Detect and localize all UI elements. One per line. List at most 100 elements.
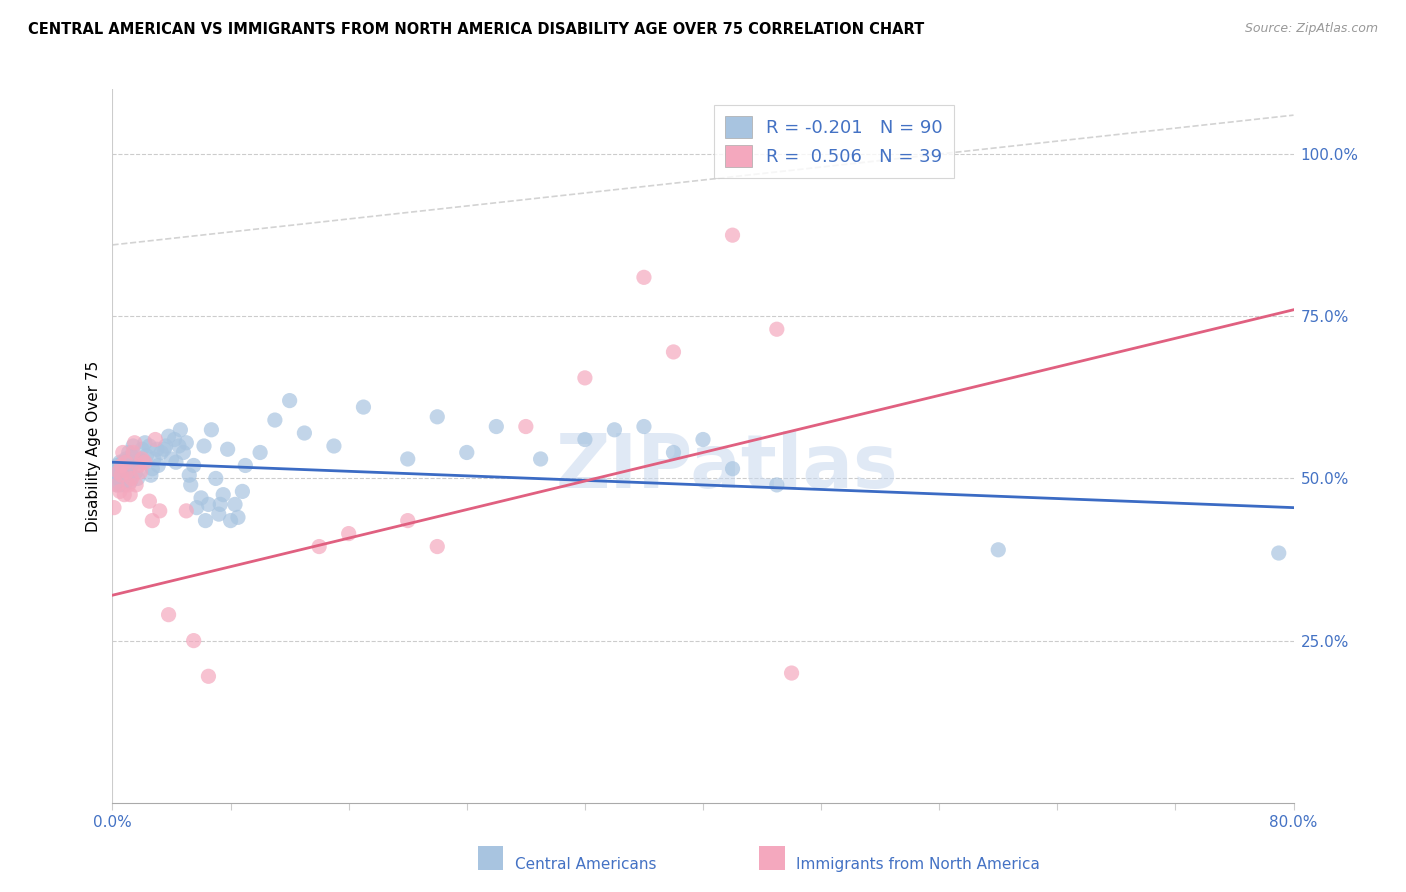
Point [160,452,183,467]
Point [114,455,136,469]
Point [337,526,360,541]
Point [172,445,194,459]
Point [766,478,789,492]
Point [110,458,132,473]
Point [134,435,156,450]
Point [111,455,134,469]
Point [157,607,180,622]
Point [146,442,169,457]
Point [121,471,143,485]
Point [231,484,253,499]
Point [249,445,271,459]
Point [141,461,163,475]
Point [426,409,449,424]
Point [124,455,146,469]
Point [149,504,172,518]
Point [208,507,231,521]
Point [112,488,135,502]
Point [110,471,132,485]
Point [111,475,134,489]
Point [186,500,208,515]
Point [662,445,685,459]
Point [574,433,596,447]
Point [323,439,346,453]
Text: Central Americans: Central Americans [515,856,657,871]
Point [233,458,256,473]
Point [150,445,173,459]
Point [138,439,160,453]
Point [110,475,132,489]
Point [163,433,186,447]
Point [110,465,132,479]
Point [169,423,191,437]
Point [117,468,138,483]
Point [197,669,219,683]
Point [780,666,803,681]
Point [107,471,129,485]
Point [157,429,180,443]
Legend: R = -0.201   N = 90, R =  0.506   N = 39: R = -0.201 N = 90, R = 0.506 N = 39 [714,105,953,178]
Point [766,322,789,336]
Point [574,371,596,385]
Point [103,500,125,515]
Point [167,439,190,453]
Point [108,471,131,485]
Point [138,494,160,508]
Point [662,345,685,359]
Point [117,465,138,479]
Point [692,433,714,447]
Point [120,488,142,502]
Point [224,497,246,511]
Point [264,413,287,427]
Point [112,461,135,475]
Point [143,433,166,447]
Point [148,458,170,473]
Point [155,439,177,453]
Point [131,442,153,457]
Point [179,468,201,483]
Point [603,423,626,437]
Point [278,393,301,408]
Point [129,465,152,479]
Point [131,452,153,467]
Point [165,455,187,469]
Point [125,478,148,492]
Point [105,478,128,492]
Point [456,445,478,459]
Point [104,465,127,479]
Point [139,468,162,483]
Point [721,228,744,243]
Point [633,419,655,434]
Point [142,452,165,467]
Point [118,445,141,459]
Point [153,442,176,457]
Point [110,468,132,483]
Point [141,514,163,528]
Point [174,435,197,450]
Point [132,455,155,469]
Point [108,484,131,499]
Text: ZIPatlas: ZIPatlas [555,431,898,504]
Y-axis label: Disability Age Over 75: Disability Age Over 75 [86,360,101,532]
Text: CENTRAL AMERICAN VS IMMIGRANTS FROM NORTH AMERICA DISABILITY AGE OVER 75 CORRELA: CENTRAL AMERICAN VS IMMIGRANTS FROM NORT… [28,22,924,37]
Point [118,478,141,492]
Point [107,465,129,479]
Point [128,452,150,467]
Point [122,445,145,459]
Point [114,475,136,489]
Point [205,471,228,485]
Point [114,452,136,467]
Point [121,449,143,463]
Point [125,465,148,479]
Point [226,510,249,524]
Point [122,439,145,453]
Point [105,478,128,492]
Point [633,270,655,285]
Point [105,458,128,473]
Point [111,445,134,459]
Point [108,478,131,492]
Point [209,497,232,511]
Point [134,455,156,469]
Point [197,497,219,511]
Point [117,458,138,473]
